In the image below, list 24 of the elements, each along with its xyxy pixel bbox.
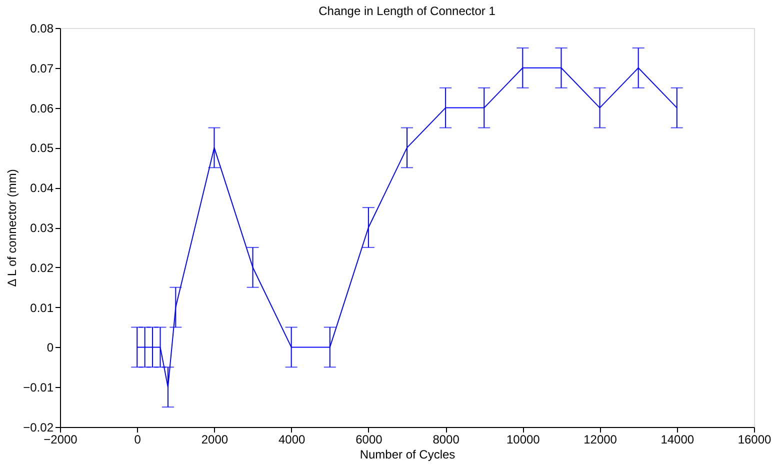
x-tick-label: 14000 bbox=[660, 432, 694, 446]
x-tick-label: −2000 bbox=[44, 432, 78, 446]
x-tick-label: 16000 bbox=[738, 432, 772, 446]
y-tick-label: 0.02 bbox=[30, 260, 54, 275]
y-tick-label: 0.03 bbox=[30, 221, 54, 235]
y-tick-label: 0.08 bbox=[30, 22, 54, 36]
y-tick-label: 0.07 bbox=[30, 61, 54, 76]
y-tick-label: 0.06 bbox=[30, 101, 54, 116]
chart-title: Change in Length of Connector 1 bbox=[318, 4, 496, 18]
y-tick-label: 0.05 bbox=[30, 141, 54, 156]
y-tick-label: −0.01 bbox=[23, 380, 54, 395]
x-tick-label: 4000 bbox=[278, 432, 306, 446]
y-tick-label: 0.04 bbox=[30, 181, 54, 196]
x-tick-label: 0 bbox=[134, 432, 142, 446]
x-tick-label: 8000 bbox=[432, 432, 460, 446]
y-axis-title: Δ L of connector (mm) bbox=[5, 169, 20, 287]
y-tick-label: 0.01 bbox=[30, 300, 54, 315]
x-tick-label: 10000 bbox=[506, 432, 540, 446]
x-tick-label: 6000 bbox=[356, 432, 383, 446]
x-tick-label: 12000 bbox=[584, 432, 618, 446]
x-tick-label: 2000 bbox=[201, 432, 228, 446]
y-tick-label: 0 bbox=[46, 340, 54, 355]
y-tick-label: −0.02 bbox=[23, 420, 54, 434]
x-axis-title: Number of Cycles bbox=[360, 448, 456, 462]
